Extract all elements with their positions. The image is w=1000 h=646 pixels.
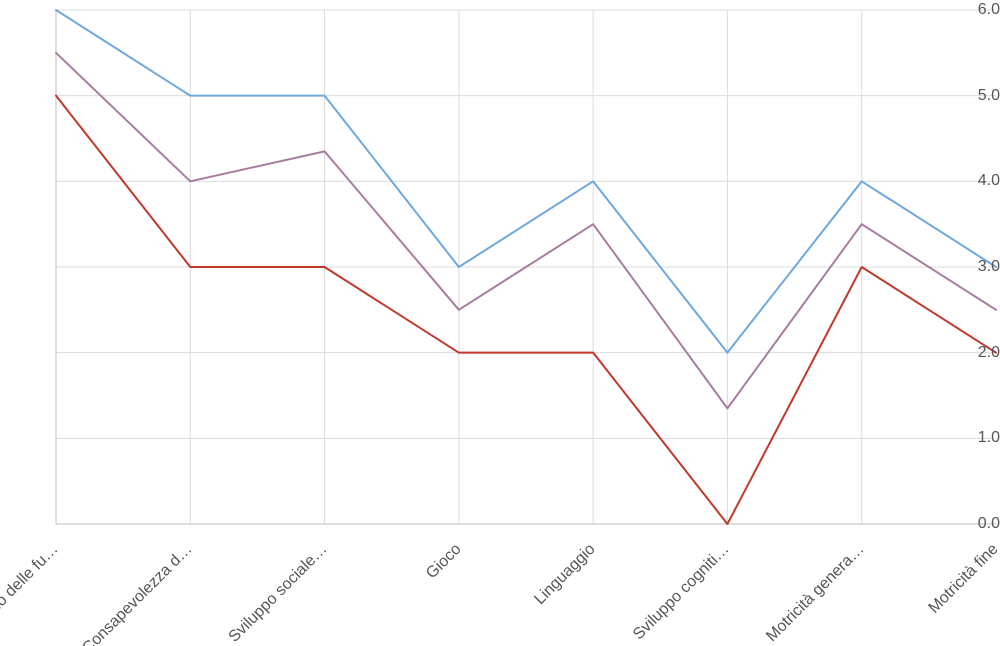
y-tick-label: 1.0 — [956, 429, 1000, 447]
y-tick-label: 6.0 — [956, 1, 1000, 19]
y-tick-label: 4.0 — [956, 172, 1000, 190]
y-tick-label: 0.0 — [956, 515, 1000, 533]
y-tick-label: 5.0 — [956, 87, 1000, 105]
y-tick-label: 3.0 — [956, 258, 1000, 276]
y-tick-label: 2.0 — [956, 344, 1000, 362]
line-chart: 0.01.02.03.04.05.06.0Dominio delle fu…Co… — [0, 0, 1000, 646]
